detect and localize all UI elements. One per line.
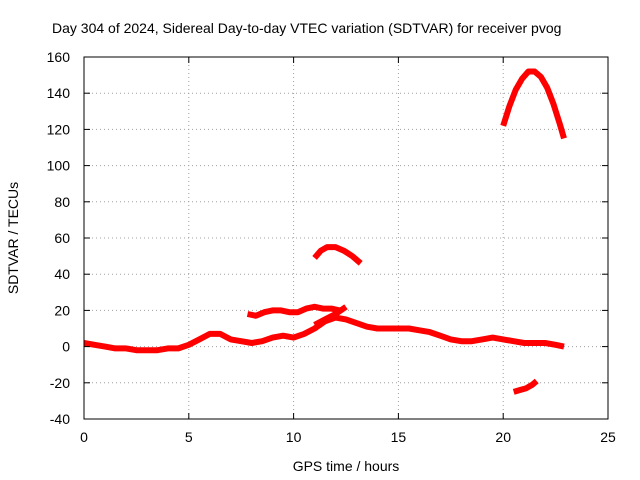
y-tick-label: 20 <box>54 302 70 318</box>
y-tick-label: -40 <box>50 411 70 427</box>
x-tick-label: 10 <box>286 429 302 445</box>
y-tick-label: 80 <box>54 194 70 210</box>
y-tick-label: 160 <box>47 49 71 65</box>
y-tick-label: 120 <box>47 121 71 137</box>
y-tick-label: 100 <box>47 158 71 174</box>
x-axis-label: GPS time / hours <box>293 458 400 474</box>
y-tick-label: 60 <box>54 230 70 246</box>
x-tick-label: 5 <box>185 429 193 445</box>
series-line-rising-segment <box>313 304 348 328</box>
series-line-mid-arc <box>312 244 363 266</box>
chart-title: Day 304 of 2024, Sidereal Day-to-day VTE… <box>52 20 561 36</box>
x-tick-label: 15 <box>391 429 407 445</box>
series-line-upper-track <box>246 303 341 319</box>
y-tick-label: 0 <box>62 339 70 355</box>
data-series <box>83 68 567 395</box>
series-line-negative-segment <box>512 378 539 395</box>
tick-labels: 0 5 10 15 20 25 -40 -20 0 20 40 60 80 100 120 140 160 <box>47 49 616 445</box>
x-tick-label: 25 <box>600 429 616 445</box>
y-tick-label: 40 <box>54 266 70 282</box>
axis-ticks <box>83 56 609 420</box>
y-tick-label: 140 <box>47 85 71 101</box>
y-tick-label: -20 <box>50 375 70 391</box>
x-tick-label: 20 <box>495 429 511 445</box>
x-tick-label: 0 <box>80 429 88 445</box>
series-line-high-arc <box>500 68 567 140</box>
y-axis-label: SDTVAR / TECUs <box>5 182 21 294</box>
